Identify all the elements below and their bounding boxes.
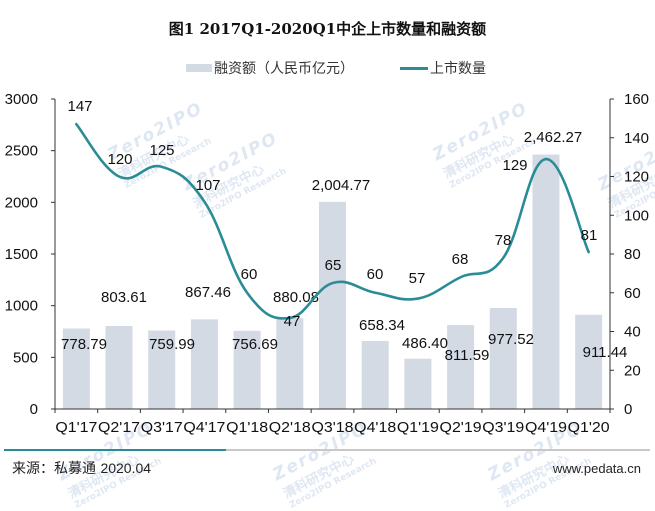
bar	[575, 314, 603, 409]
x-axis-tick-label: Q4'19	[525, 419, 567, 436]
bar-value-label: 811.59	[445, 347, 490, 364]
bar	[233, 330, 261, 409]
right-axis-tick-label: 80	[624, 246, 641, 263]
x-axis-tick-label: Q4'17	[183, 419, 225, 436]
axes: 0500100015002000250030000204060801001201…	[5, 91, 649, 436]
line-series	[75, 122, 590, 320]
line-value-label: 47	[284, 313, 301, 330]
bar	[489, 307, 517, 409]
bar-series	[62, 154, 603, 409]
bar-value-label: 911.44	[583, 344, 628, 361]
right-axis-tick-label: 20	[624, 362, 641, 379]
combo-chart: 778.79 803.61 759.99 867.46 756.69 880.08 2,00…	[5, 91, 649, 436]
x-axis-tick-label: Q3'17	[141, 419, 183, 436]
left-axis-tick-label: 0	[30, 401, 38, 418]
right-axis-tick-label: 40	[624, 324, 641, 341]
line-value-label: 78	[495, 232, 512, 249]
left-axis-tick-label: 1500	[5, 246, 38, 263]
bar-value-label: 778.79	[61, 336, 107, 353]
x-axis-tick-label: Q1'18	[226, 419, 268, 436]
bar	[190, 319, 218, 409]
bar	[319, 201, 346, 409]
x-axis-tick-label: Q2'17	[98, 419, 140, 436]
right-axis-tick-label: 120	[624, 169, 649, 186]
bar-value-label: 486.40	[402, 335, 448, 352]
bar-value-label: 2,462.27	[524, 129, 582, 146]
bar-value-label: 2,004.77	[312, 177, 370, 194]
line-value-label: 120	[107, 151, 132, 168]
x-axis-tick-label: Q1'17	[55, 419, 97, 436]
bar-value-label: 867.46	[185, 284, 231, 301]
chart-title: 图1 2017Q1-2020Q1中企上市数量和融资额	[168, 20, 487, 38]
x-axis-tick-label: Q4'18	[354, 419, 396, 436]
bar	[276, 318, 304, 409]
line-value-label: 57	[409, 270, 426, 287]
left-axis-tick-label: 3000	[5, 91, 38, 108]
bar-data-labels: 778.79 803.61 759.99 867.46 756.69 880.08 2,00…	[61, 129, 627, 364]
bar-value-label: 759.99	[149, 336, 195, 353]
line-value-label: 60	[241, 266, 258, 283]
line-value-label: 65	[325, 257, 342, 274]
legend-label-ipo-count: 上市数量	[430, 61, 486, 77]
right-axis-tick-label: 160	[624, 91, 649, 108]
legend-item-financing: 融资额（人民币亿元）	[186, 58, 354, 78]
bar	[532, 154, 560, 409]
bar-value-label: 880.08	[273, 289, 319, 306]
x-axis-tick-label: Q2'18	[269, 419, 311, 436]
line-value-label: 68	[452, 251, 469, 268]
bar	[105, 325, 133, 409]
bar	[361, 340, 389, 409]
footer-source: 来源：私募通 2020.04	[12, 458, 151, 478]
footer-divider	[226, 449, 650, 451]
line-value-label: 147	[67, 98, 92, 115]
right-axis-tick-label: 0	[624, 401, 632, 418]
bar	[447, 325, 475, 409]
legend-bar-swatch-icon	[186, 64, 212, 72]
footer-url: www.pedata.cn	[552, 461, 641, 476]
x-axis-tick-label: Q3'18	[312, 419, 354, 436]
right-axis-tick-label: 60	[624, 285, 641, 302]
right-axis-tick-label: 100	[624, 207, 649, 224]
bar-value-label: 803.61	[101, 289, 147, 306]
legend-item-ipo-count: 上市数量	[400, 58, 486, 78]
x-axis-tick-label: Q3'19	[482, 419, 524, 436]
line-value-label: 107	[195, 177, 220, 194]
chart-legend: 融资额（人民币亿元） 上市数量	[0, 58, 655, 80]
legend-label-financing: 融资额（人民币亿元）	[214, 61, 354, 77]
line-value-label: 129	[502, 157, 527, 174]
left-axis-tick-label: 1000	[5, 298, 38, 315]
x-axis-tick-label: Q2'19	[440, 419, 482, 436]
x-axis-tick-label: Q1'20	[568, 419, 610, 436]
line-data-labels: 147 120 125 107 60 47 65 60 57 68 78 129 81	[67, 98, 597, 330]
bar	[62, 328, 90, 409]
line-value-label: 81	[581, 227, 598, 244]
x-axis-tick-label: Q1'19	[397, 419, 439, 436]
bar	[404, 358, 432, 409]
footer-divider-accent	[4, 449, 226, 451]
left-axis-tick-label: 2000	[5, 194, 38, 211]
source-label: 来源：私募通	[12, 461, 96, 477]
left-axis-tick-label: 2500	[5, 143, 38, 160]
source-date: 2020.04	[100, 460, 152, 476]
bar-value-label: 658.34	[359, 317, 405, 334]
bar-value-label: 756.69	[232, 336, 278, 353]
line-value-label: 60	[367, 266, 384, 283]
left-axis-tick-label: 500	[13, 349, 38, 366]
right-axis-tick-label: 140	[624, 130, 649, 147]
legend-line-swatch-icon	[400, 66, 428, 70]
bar-value-label: 977.52	[488, 331, 534, 348]
line-value-label: 125	[149, 142, 174, 159]
bar	[148, 330, 176, 409]
